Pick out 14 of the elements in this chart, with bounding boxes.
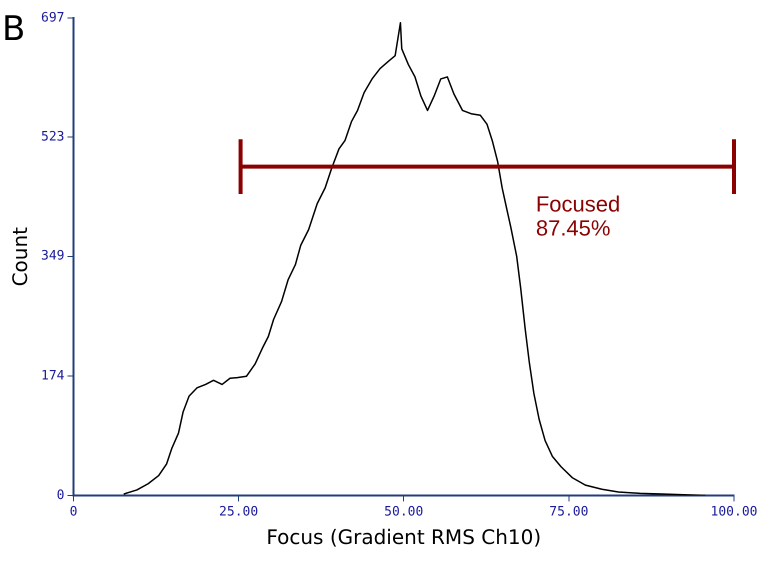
y-tick-label: 697 <box>40 10 64 26</box>
x-tick-label: 50.00 <box>384 504 424 520</box>
y-tick-label: 349 <box>40 248 64 264</box>
y-tick-label: 174 <box>40 368 65 384</box>
x-tick-label: 25.00 <box>219 504 258 520</box>
y-axis-title: Count <box>8 226 32 286</box>
x-tick-label: 0 <box>70 504 78 520</box>
x-axis-title: Focus (Gradient RMS Ch10) <box>266 525 542 550</box>
annotation: Focused 87.45% <box>536 192 620 241</box>
y-tick-label: 523 <box>40 130 64 145</box>
text: B <box>2 8 26 49</box>
y-tick-label: 0 <box>56 488 64 503</box>
x-tick-label: 100.00 <box>710 504 758 520</box>
x-tick-label: 75.00 <box>549 504 588 520</box>
